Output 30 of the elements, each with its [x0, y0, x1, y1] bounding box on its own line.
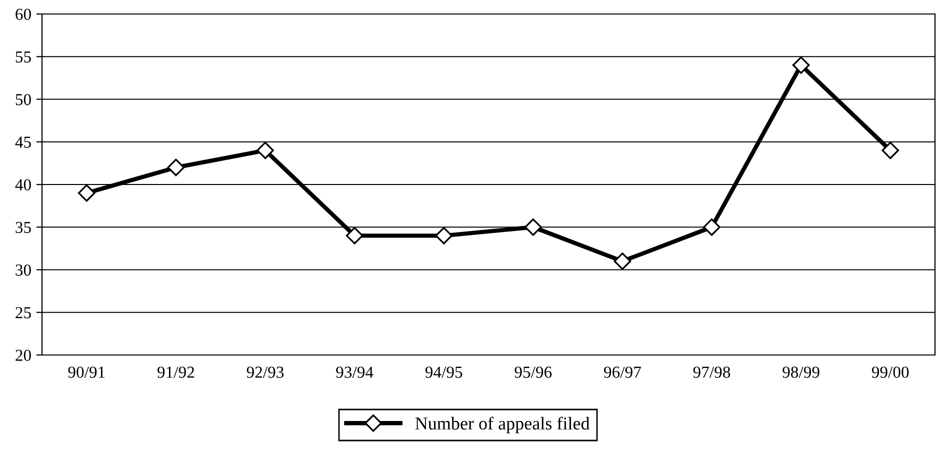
- y-tick-label: 25: [16, 307, 31, 318]
- y-tick-label: 60: [16, 8, 31, 20]
- point: [346, 226, 364, 244]
- point: [167, 158, 185, 176]
- x-tick-label: 95/96: [514, 366, 552, 378]
- point: [256, 142, 274, 160]
- x-tick-label: 93/94: [336, 366, 374, 378]
- point: [524, 218, 542, 236]
- x-tick-label: 94/95: [425, 366, 462, 378]
- point: [792, 56, 810, 74]
- y-tick-label: 45: [15, 136, 31, 148]
- y-tick-label: 40: [15, 179, 31, 190]
- y-tick-label: 55: [16, 51, 31, 63]
- y-tick-label: 35: [16, 222, 31, 234]
- point: [78, 184, 96, 202]
- x-tick-label: 98/99: [782, 366, 820, 378]
- x-tick-label: 96/97: [604, 366, 641, 378]
- point: [882, 142, 900, 160]
- point: [614, 252, 632, 270]
- point: [703, 218, 720, 236]
- x-tick-label: 97/98: [693, 366, 730, 378]
- x-tick-label: 90/91: [68, 366, 105, 378]
- y-tick-label: 50: [16, 94, 31, 106]
- legend-label: Number of appeals filed: [415, 416, 590, 434]
- y-tick-label: 30: [16, 264, 31, 276]
- point: [435, 226, 453, 244]
- x-tick-label: 92/93: [246, 366, 284, 378]
- y-tick-label: 20: [16, 350, 31, 361]
- x-tick-label: 91/92: [158, 366, 194, 378]
- x-tick-label: 99/00: [872, 366, 909, 378]
